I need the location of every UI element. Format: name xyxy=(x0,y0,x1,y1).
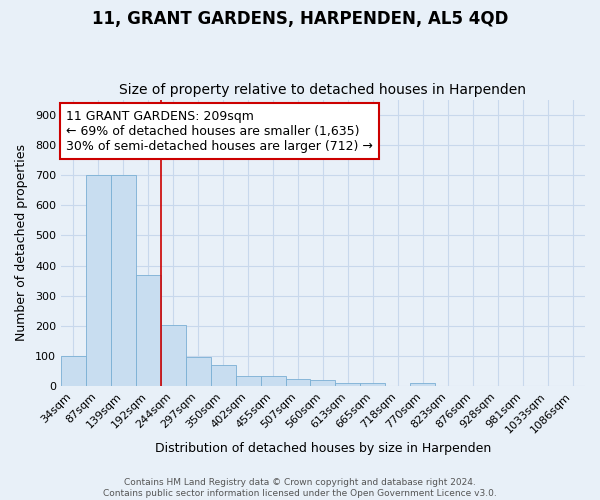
Bar xyxy=(236,376,260,386)
Bar xyxy=(410,384,435,386)
Title: Size of property relative to detached houses in Harpenden: Size of property relative to detached ho… xyxy=(119,83,526,97)
Bar xyxy=(211,364,236,386)
Y-axis label: Number of detached properties: Number of detached properties xyxy=(15,144,28,342)
Bar xyxy=(286,379,310,386)
Bar xyxy=(335,384,361,386)
Bar xyxy=(136,274,161,386)
Text: Contains HM Land Registry data © Crown copyright and database right 2024.
Contai: Contains HM Land Registry data © Crown c… xyxy=(103,478,497,498)
X-axis label: Distribution of detached houses by size in Harpenden: Distribution of detached houses by size … xyxy=(155,442,491,455)
Bar xyxy=(86,175,111,386)
Text: 11 GRANT GARDENS: 209sqm
← 69% of detached houses are smaller (1,635)
30% of sem: 11 GRANT GARDENS: 209sqm ← 69% of detach… xyxy=(66,110,373,152)
Bar xyxy=(161,324,186,386)
Bar xyxy=(260,376,286,386)
Bar xyxy=(361,384,385,386)
Text: 11, GRANT GARDENS, HARPENDEN, AL5 4QD: 11, GRANT GARDENS, HARPENDEN, AL5 4QD xyxy=(92,10,508,28)
Bar xyxy=(310,380,335,386)
Bar xyxy=(111,175,136,386)
Bar xyxy=(186,357,211,386)
Bar xyxy=(61,356,86,386)
